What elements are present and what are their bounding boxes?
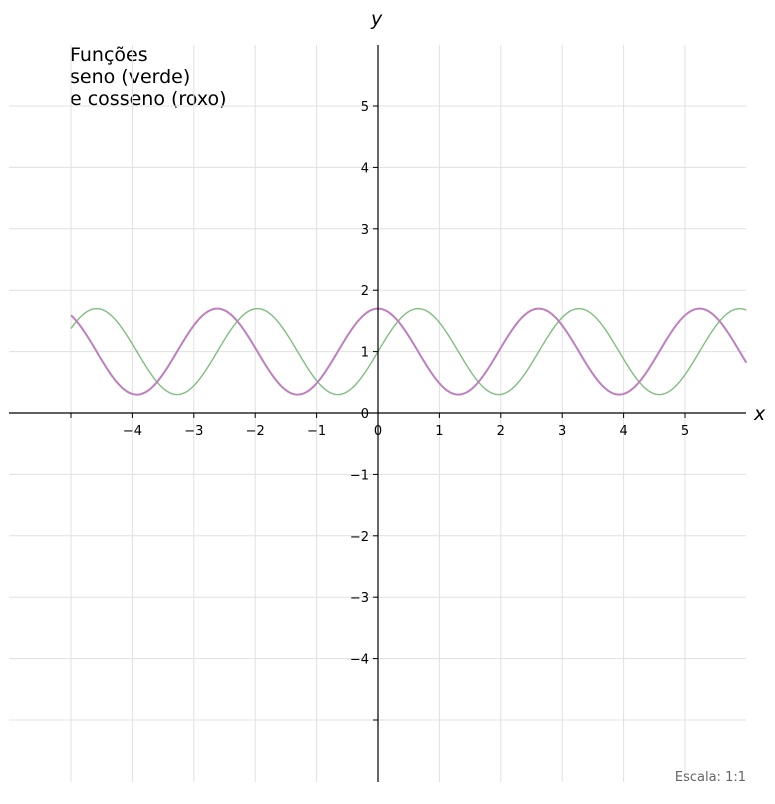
x-tick-label: 0 [374, 424, 382, 439]
x-tick-label: −3 [184, 424, 203, 439]
y-tick-label: 0 [361, 407, 369, 422]
x-tick-label: −1 [307, 424, 326, 439]
y-tick-label: −3 [350, 591, 369, 606]
y-tick-label: 4 [361, 161, 369, 176]
y-tick-label: −1 [350, 468, 369, 483]
sine-curve [70, 307, 747, 396]
y-tick-label: 5 [361, 100, 369, 115]
y-tick-label: −2 [350, 530, 369, 545]
cosine-curve [70, 307, 748, 396]
scale-note: Escala: 1:1 [674, 770, 746, 785]
chart-title-line-3: e cosseno (roxo) [70, 88, 227, 110]
x-tick-label: −4 [123, 424, 142, 439]
x-tick-label: 5 [681, 424, 689, 439]
tick-labels: −4 −3 −2 −1 0 1 2 3 4 5 5 4 3 2 1 0 −1 −2 −3 −4 [123, 100, 689, 668]
chart-title-line-1: Funções [70, 44, 148, 66]
x-tick-label: −2 [246, 424, 265, 439]
chart-title: Funções seno (verde) e cosseno (roxo) [70, 44, 227, 110]
x-axis-label: x [753, 403, 766, 425]
y-tick-label: 2 [361, 284, 369, 299]
axes [9, 45, 746, 782]
series-layer [70, 307, 748, 396]
x-tick-label: 3 [558, 424, 566, 439]
y-tick-label: −4 [350, 653, 369, 668]
y-axis-label: y [370, 8, 383, 30]
x-tick-label: 1 [435, 424, 443, 439]
chart-title-line-2: seno (verde) [70, 66, 191, 88]
y-tick-label: 3 [361, 223, 369, 238]
x-tick-label: 4 [619, 424, 627, 439]
y-tick-label: 1 [361, 346, 369, 361]
x-tick-label: 2 [497, 424, 505, 439]
